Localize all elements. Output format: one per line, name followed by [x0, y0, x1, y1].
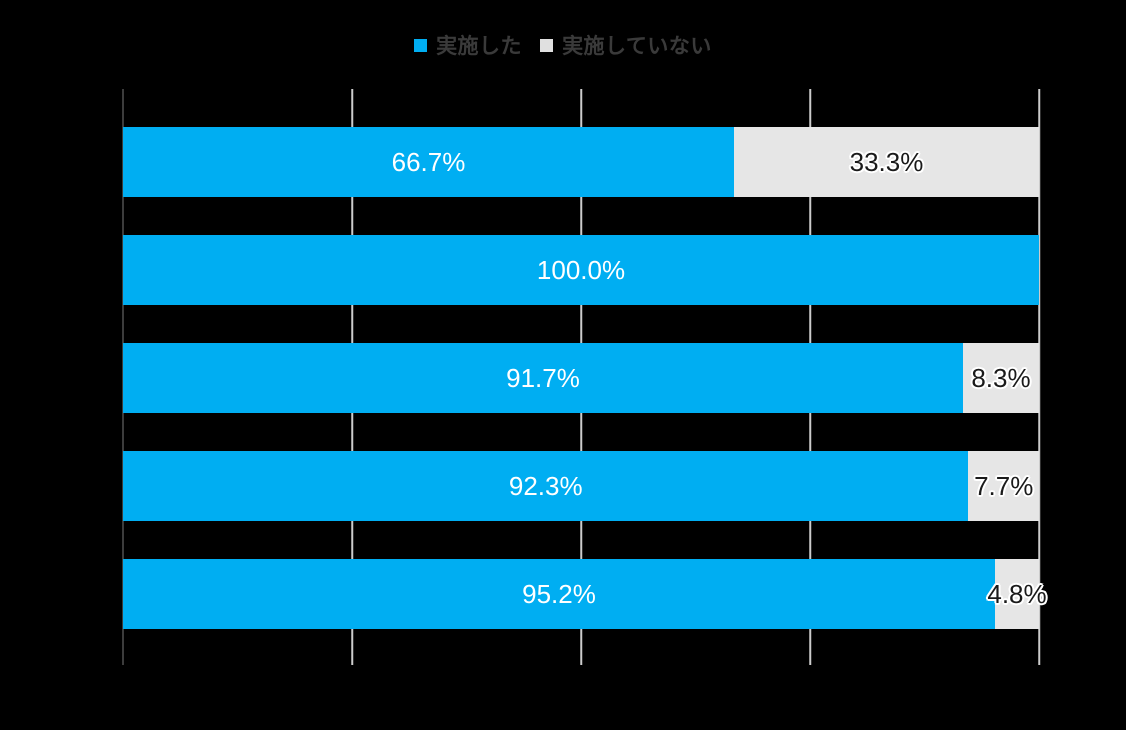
- legend-label-implemented: 実施した: [436, 35, 523, 58]
- legend-swatch-blue-icon: [414, 38, 428, 52]
- bar-segment-not-implemented-4: 7.7%: [968, 451, 1039, 521]
- bar-row-5: 95.2% 4.8%: [123, 559, 1047, 629]
- bar-value-label: 100.0%: [536, 255, 626, 285]
- legend-item-not-implemented: 実施していない: [540, 30, 712, 60]
- bar-segment-implemented-2: 100.0%: [123, 235, 1039, 305]
- plot-area: 66.7% 33.3% 100.0% 91.7% 8.3% 92.3% 7.7% 95.2% 4…: [122, 89, 1047, 665]
- bar-value-label: 4.8%: [987, 579, 1047, 609]
- bar-value-label: 33.3%: [849, 147, 924, 177]
- bar-value-label: 8.3%: [971, 363, 1031, 393]
- bar-segment-implemented-5: 95.2%: [123, 559, 996, 629]
- legend-label-not-implemented: 実施していない: [562, 35, 712, 58]
- bar-segment-implemented-1: 66.7%: [123, 127, 734, 197]
- bar-segment-implemented-3: 91.7%: [123, 343, 963, 413]
- bar-row-1: 66.7% 33.3%: [123, 127, 1039, 197]
- bar-row-2: 100.0%: [123, 235, 1039, 305]
- gridline-100: [1038, 89, 1040, 665]
- bar-row-4: 92.3% 7.7%: [123, 451, 1039, 521]
- bar-value-label: 7.7%: [974, 471, 1034, 501]
- bar-value-label: 92.3%: [508, 471, 583, 501]
- legend-item-implemented: 実施した: [414, 30, 522, 60]
- bar-value-label: 66.7%: [391, 147, 466, 177]
- bar-segment-implemented-4: 92.3%: [123, 451, 969, 521]
- bar-segment-not-implemented-1: 33.3%: [733, 127, 1039, 197]
- chart-legend: 実施した 実施していない: [0, 30, 1126, 60]
- bar-row-3: 91.7% 8.3%: [123, 343, 1039, 413]
- bar-segment-not-implemented-3: 8.3%: [962, 343, 1039, 413]
- legend-swatch-gray-icon: [540, 38, 554, 52]
- bar-value-label: 95.2%: [522, 579, 596, 609]
- bar-segment-not-implemented-5: 4.8%: [987, 559, 1047, 629]
- bar-value-label: 91.7%: [506, 363, 580, 393]
